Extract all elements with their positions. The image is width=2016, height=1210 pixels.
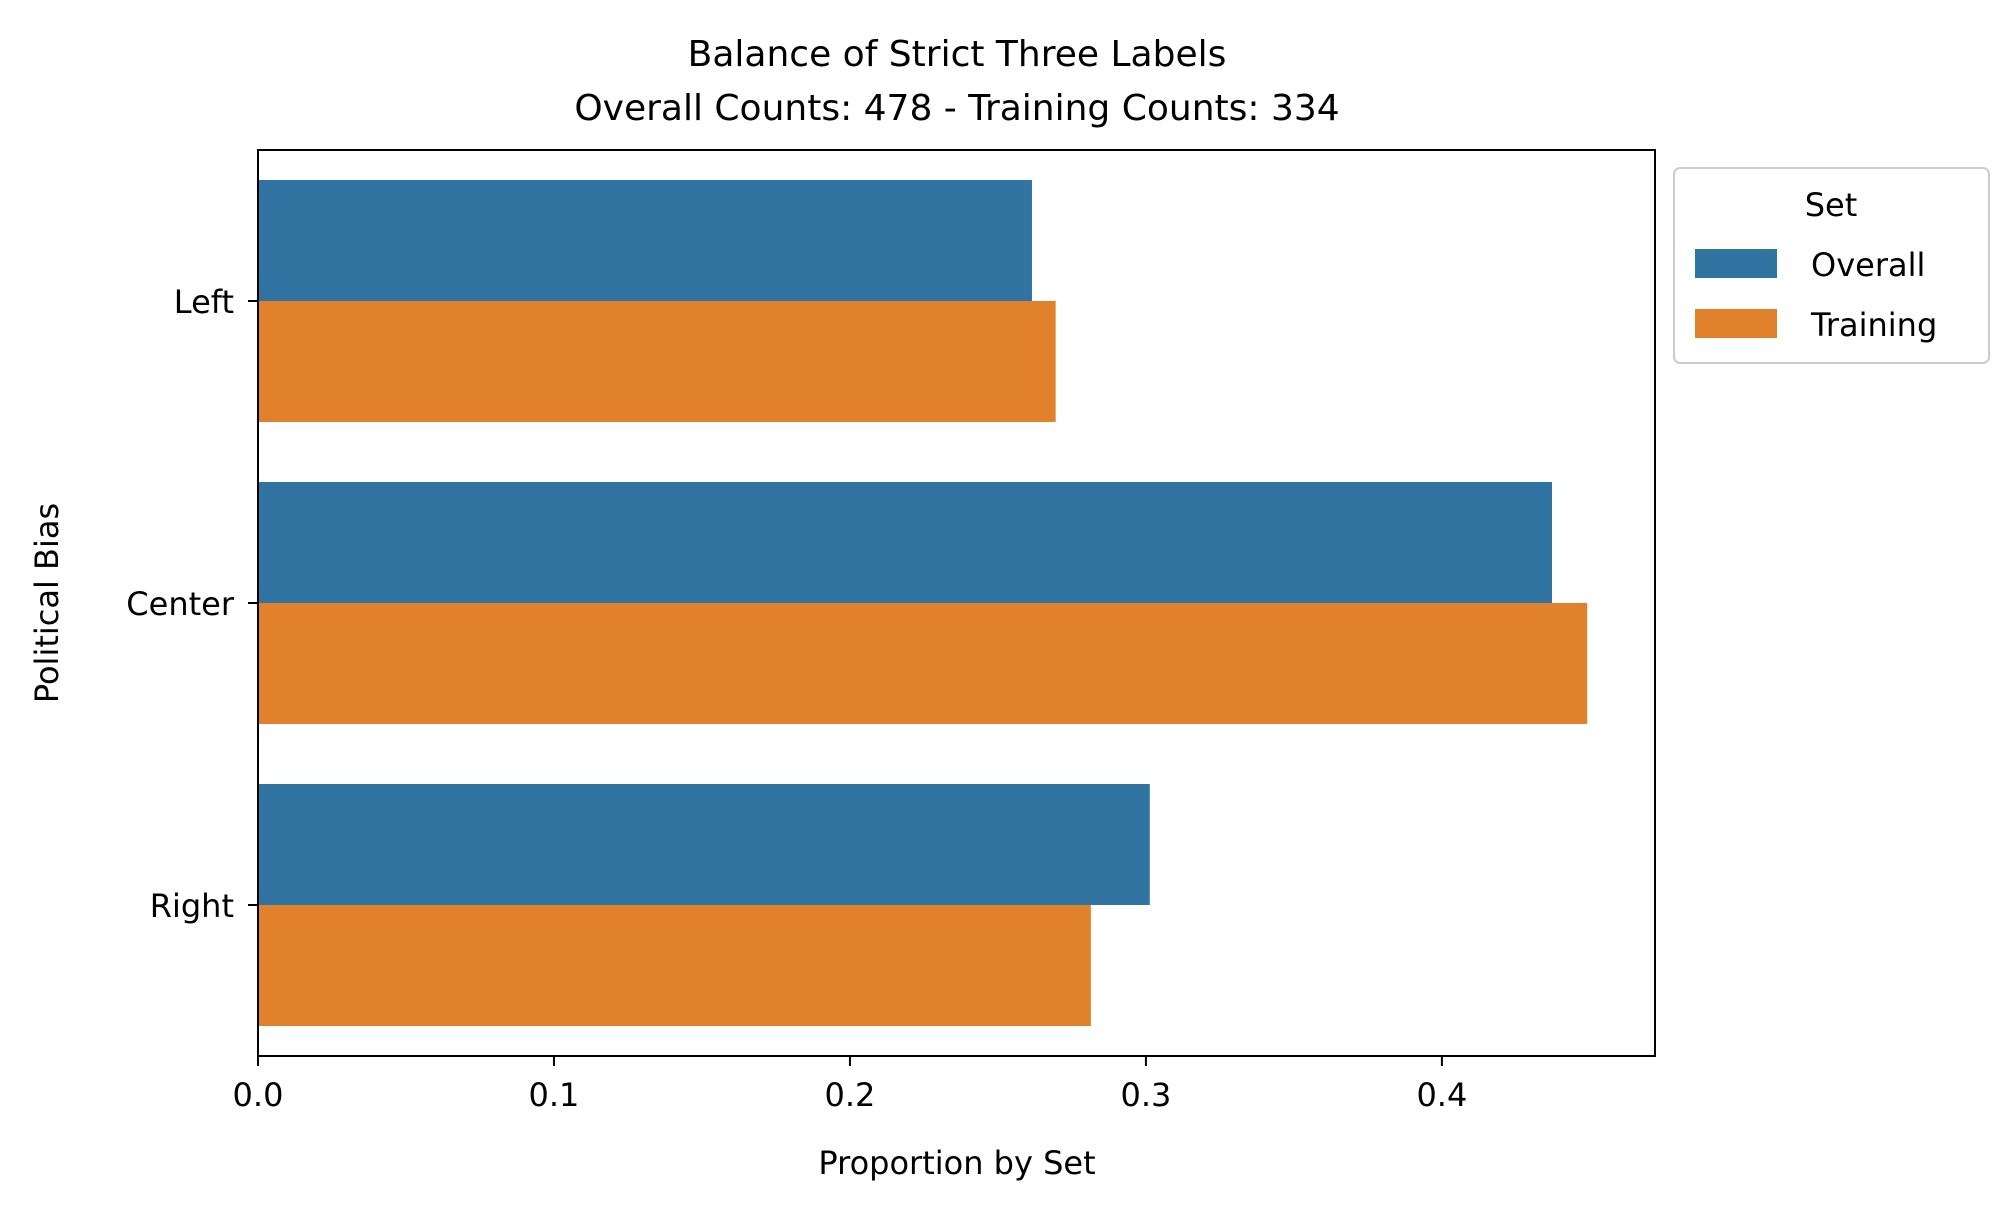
y-axis-label: Political Bias	[28, 503, 66, 703]
legend-title: Set	[1805, 186, 1858, 224]
bar-right-training	[258, 905, 1091, 1026]
x-tick-label: 0.4	[1416, 1076, 1467, 1114]
y-tick-label: Left	[174, 283, 234, 321]
y-tick-label: Center	[126, 585, 235, 623]
bar-right-overall	[258, 784, 1150, 905]
x-axis-ticks: 0.0 0.1 0.2 0.3 0.4	[233, 1056, 1467, 1114]
x-tick-label: 0.0	[233, 1076, 284, 1114]
legend: Set Overall Training	[1673, 167, 1990, 364]
legend-items: Overall Training	[1695, 246, 1937, 344]
bars-group	[258, 180, 1588, 1026]
legend-swatch-training	[1695, 309, 1777, 338]
x-tick-label: 0.2	[825, 1076, 876, 1114]
bar-left-overall	[258, 180, 1032, 301]
y-tick-label: Right	[150, 887, 234, 925]
bar-center-overall	[258, 482, 1553, 603]
legend-swatch-overall	[1695, 249, 1777, 278]
x-tick-label: 0.1	[529, 1076, 580, 1114]
x-axis-label: Proportion by Set	[818, 1144, 1095, 1182]
bar-left-training	[258, 301, 1056, 422]
chart-subtitle: Overall Counts: 478 - Training Counts: 3…	[574, 88, 1339, 129]
chart-title: Balance of Strict Three Labels	[688, 34, 1227, 75]
legend-label-training: Training	[1810, 306, 1937, 344]
plot-frame	[257, 149, 1656, 1057]
bar-center-training	[258, 603, 1588, 724]
x-tick-label: 0.3	[1120, 1076, 1171, 1114]
legend-label-overall: Overall	[1811, 246, 1925, 284]
y-axis-ticks: Left Center Right	[126, 283, 258, 925]
